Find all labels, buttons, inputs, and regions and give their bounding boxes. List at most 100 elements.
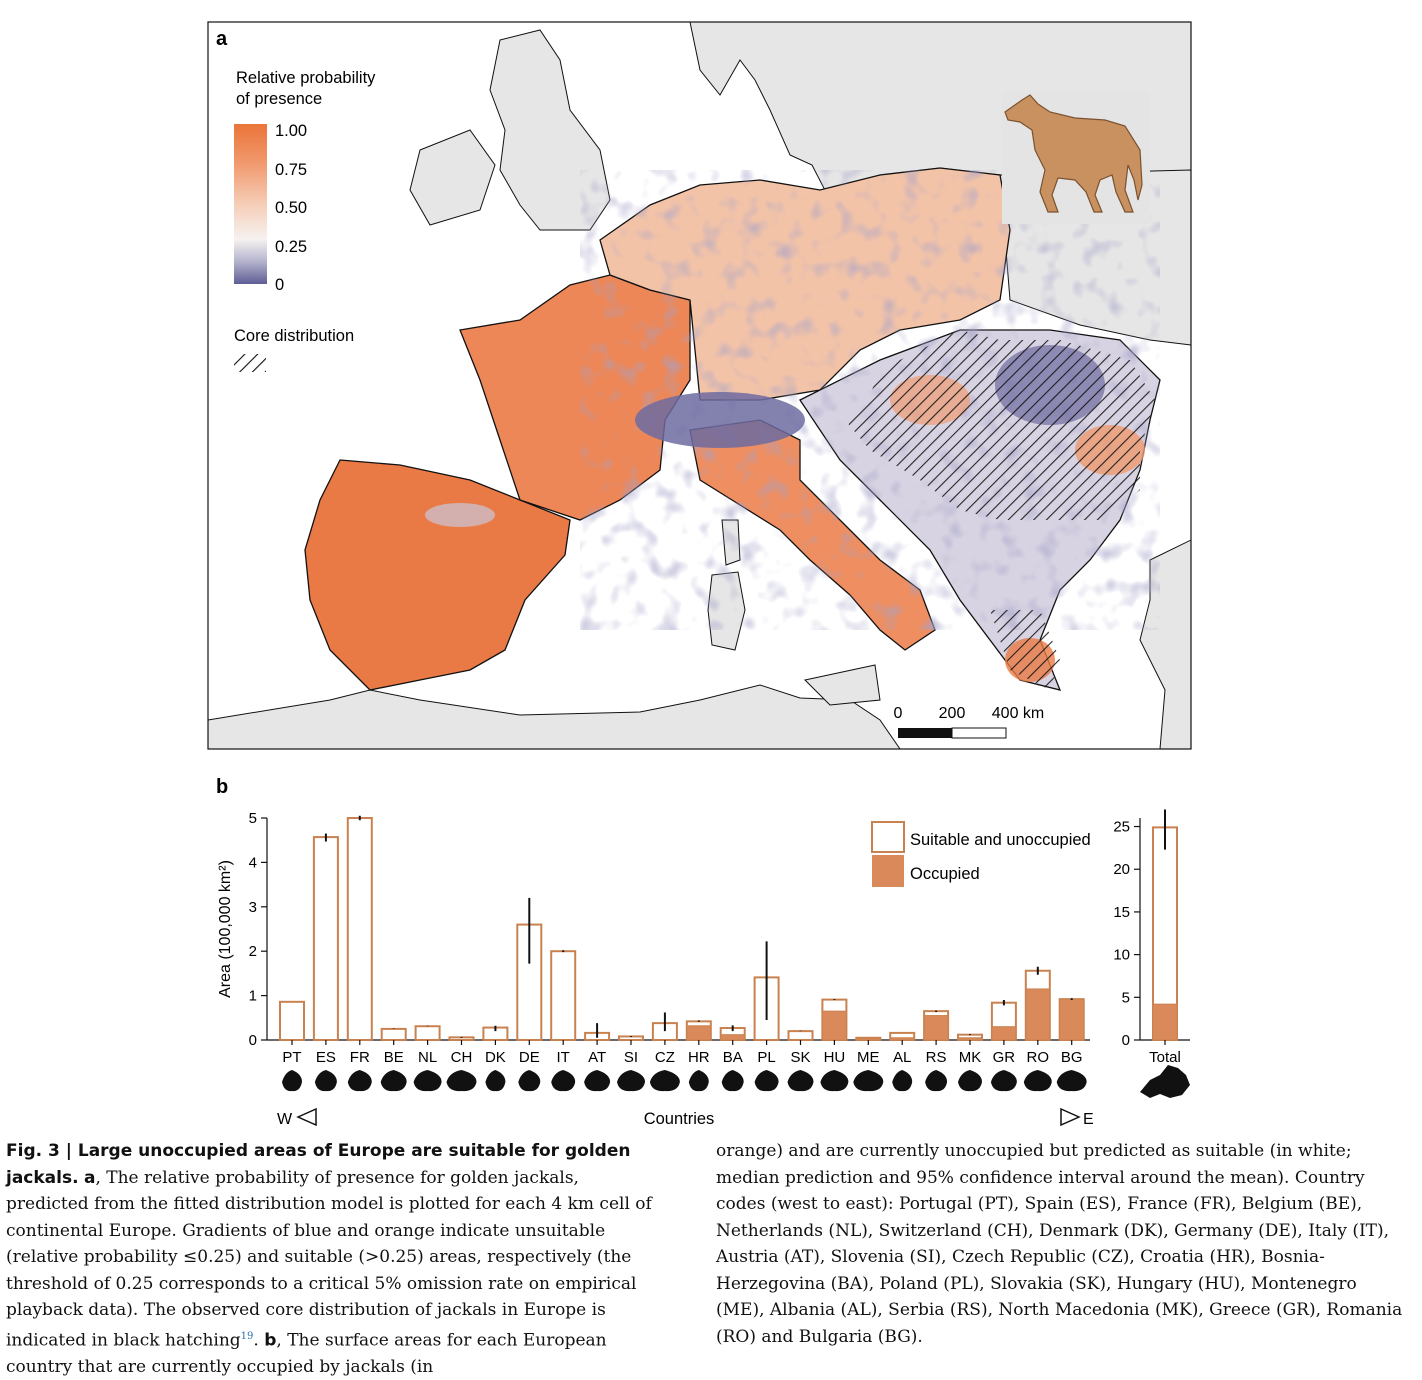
map-iberia [304,459,571,691]
bar-total-SI [618,1035,644,1041]
colorbar-tick-025: 0.25 [275,238,307,256]
panel-a-map: 0 200 400 km [208,22,1191,749]
silhouette-MK [958,1070,982,1092]
scale-label-400: 400 km [992,705,1044,722]
silhouette-HU [820,1070,849,1092]
map-pyrenees [425,503,495,527]
caption-right-text: orange) and are currently unoccupied but… [716,1141,1403,1347]
silhouette-CZ [649,1070,680,1092]
silhouette-SI [617,1070,645,1092]
silhouette-ME [853,1070,884,1092]
legend-occupied-swatch [872,855,904,887]
bar-total-ES [312,836,339,1041]
x-tick-label-MK: MK [959,1049,982,1066]
panel-b-label: b [216,776,228,798]
x-tick-label-PT: PT [282,1049,301,1066]
total-europe-silhouette [1140,1065,1190,1098]
bar-occupied-RS [923,1015,949,1041]
bar-occupied-Total [1152,1003,1178,1041]
bar-occupied-RO [1025,988,1051,1041]
x-tick-label-RS: RS [926,1049,947,1066]
caption-b-label: b [264,1330,277,1351]
x-tick-label-BA: BA [723,1049,743,1066]
x-tick-label-Total: Total [1149,1049,1181,1066]
bar-occupied-MK [957,1037,983,1041]
scale-label-0: 0 [894,705,903,722]
legend-title-line2: of presence [236,90,322,108]
silhouette-PL [754,1070,779,1092]
silhouette-DE [518,1070,541,1092]
bar-total-NL [414,1025,441,1041]
caption-right: orange) and are currently unoccupied but… [716,1138,1406,1350]
colorbar-tick-075: 0.75 [275,161,307,179]
x-tick-label-ME: ME [857,1049,880,1066]
silhouette-SK [787,1070,814,1092]
silhouette-FR [347,1070,372,1092]
core-distribution-swatch [234,354,266,372]
bar-occupied-GR [991,1026,1017,1041]
colorbar-tick-0: 0 [275,276,284,294]
map-sicily [803,664,881,706]
map-legend: Relative probability of presence 1.00 0.… [234,69,376,372]
silhouette-ES [314,1070,337,1092]
silhouette-HR [688,1070,709,1092]
silhouette-RS [925,1070,948,1092]
caption-left: Fig. 3 | Large unoccupied areas of Europ… [6,1141,652,1377]
scale-bar-black [898,728,952,738]
y-tick-label: 10 [1113,947,1130,964]
map-frame [207,21,1192,750]
scale-bar-white [951,727,1007,739]
silhouette-GR [990,1070,1017,1092]
x-tick-label-AT: AT [588,1049,606,1066]
bar-total-PT [279,1000,305,1041]
legend-suitable-swatch [871,821,905,853]
legend-title-line1: Relative probability [236,69,376,87]
jackal-icon [1002,92,1150,224]
bar-occupied-HR [686,1025,712,1041]
bar-total-BE [380,1027,407,1042]
caption-a-text: , The relative probability of presence f… [6,1167,652,1351]
y-tick-label: 5 [249,810,257,827]
silhouette-AT [584,1070,611,1092]
silhouette-DK [485,1070,506,1092]
map-core-distribution [845,330,1155,690]
y-tick-label: 20 [1113,861,1130,878]
bar-occupied-BG [1059,998,1085,1041]
y-tick-label: 0 [1122,1032,1130,1049]
y-tick-label: 3 [249,899,257,916]
x-tick-label-HU: HU [824,1049,846,1066]
x-axis-label: Countries [644,1110,715,1128]
caption-fig-label: Fig. 3 | Large unoccupied areas of Europ… [6,1141,631,1188]
scale-label-200: 200 [939,705,966,722]
y-tick-label: 2 [249,943,257,960]
y-tick-label: 25 [1113,819,1130,836]
map-ireland [409,129,496,226]
legend-suitable-label: Suitable and unoccupied [910,831,1091,849]
total-bar-chart: 0 5 10 15 20 25 Total [1113,809,1190,1098]
bar-total-IT [550,950,577,1042]
x-tick-label-SI: SI [624,1049,638,1066]
scale-bar: 0 200 400 km [894,705,1044,739]
silhouette-BG [1056,1070,1087,1092]
x-tick-label-NL: NL [418,1049,437,1066]
legend-occupied-label: Occupied [910,865,980,883]
x-tick-label-CH: CH [451,1049,473,1066]
caption-ref[interactable]: 19 [240,1330,254,1342]
west-label: W [277,1111,293,1128]
east-arrow-icon [1060,1107,1081,1127]
x-tick-label-DK: DK [485,1049,506,1066]
y-axis-label: Area (100,000 km²) [217,860,234,998]
x-tick-label-FR: FR [350,1049,370,1066]
bar-occupied-ME [855,1037,881,1041]
colorbar-tick-05: 0.50 [275,199,307,217]
x-tick-label-ES: ES [316,1049,336,1066]
silhouette-CH [446,1070,477,1092]
y-tick-label: 4 [249,854,257,871]
bar-legend: Suitable and unoccupied Occupied [871,821,1091,887]
x-tick-label-AL: AL [893,1049,911,1066]
y-tick-label: 5 [1122,989,1130,1006]
x-tick-label-GR: GR [993,1049,1016,1066]
y-tick-label: 1 [249,988,257,1005]
x-tick-label-DE: DE [519,1049,540,1066]
panel-a-label: a [216,28,228,50]
